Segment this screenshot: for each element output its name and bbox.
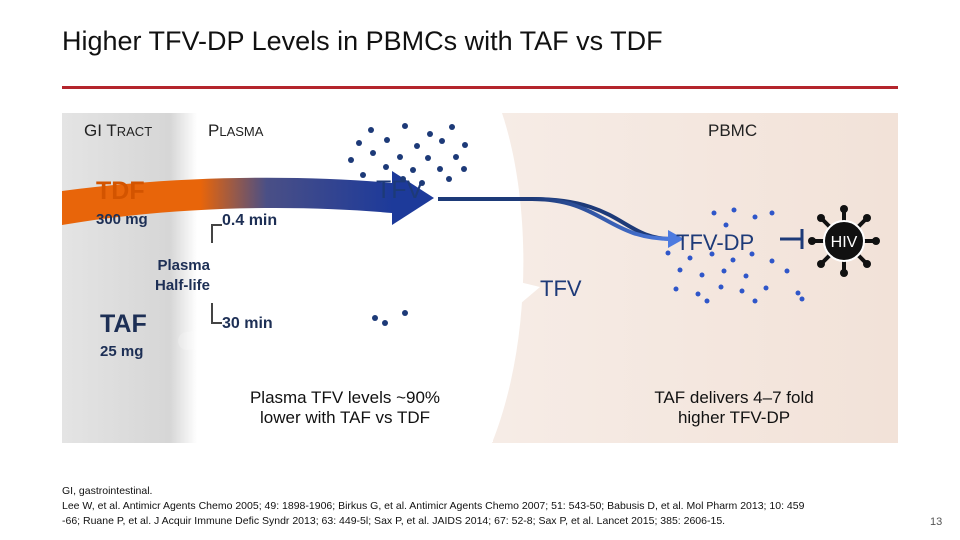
pbmc-callout: TAF delivers 4–7 fold higher TFV-DP: [606, 384, 862, 442]
half-life-bracket-bottom: [211, 303, 222, 324]
tfv-plasma-dots: [348, 123, 468, 186]
taf-dose: 25 mg: [100, 343, 144, 360]
half-life-label: Plasma Half-life: [118, 256, 210, 296]
page-number: 13: [930, 516, 943, 528]
taf-arrowhead: [507, 279, 540, 309]
tfv-line-gradient: [531, 197, 673, 241]
taf-plasma-dots: [372, 310, 408, 326]
slide-title: Higher TFV-DP Levels in PBMCs with TAF v…: [62, 26, 663, 56]
half-life-line2: Half-life: [154, 277, 210, 294]
taf-arrow: [178, 284, 523, 350]
taf-half-life: 30 min: [222, 315, 273, 332]
tdf-arrow: [62, 177, 392, 225]
tdf-dose: 300 mg: [96, 211, 148, 228]
tdf-label: TDF: [96, 177, 145, 205]
pbmc-label: PBMC: [708, 121, 758, 140]
hiv-label: HIV: [831, 234, 858, 251]
tfv-dp-inhibition-bar: [780, 229, 804, 249]
footnote: GI, gastrointestinal. Lee W, et al. Anti…: [62, 484, 912, 529]
plasma-callout-line1: Plasma TFV levels ~90%: [249, 388, 441, 407]
footnote-line2: Lee W, et al. Antimicr Agents Chemo 2005…: [62, 500, 805, 512]
tfv-taf-label: TFV: [540, 276, 582, 301]
plasma-callout: Plasma TFV levels ~90% lower with TAF vs…: [197, 384, 493, 442]
pbmc-cell-zone: [492, 113, 898, 443]
tdf-arrowhead: [392, 171, 434, 225]
hiv-virus: HIV: [808, 205, 880, 277]
tdf-half-life: 0.4 min: [222, 212, 278, 229]
tfv-dp-dots: [665, 207, 805, 304]
tfv-entry-arrowhead: [668, 230, 684, 248]
title-rule: [62, 86, 898, 89]
tfv-dp-label: TFV-DP: [676, 230, 755, 255]
gi-tract-zone: [62, 113, 197, 443]
pbmc-callout-line1: TAF delivers 4–7 fold: [654, 388, 814, 407]
pbmc-callout-line2: higher TFV-DP: [677, 408, 791, 427]
footnote-line3: -66; Ruane P, et al. J Acquir Immune Def…: [62, 515, 726, 527]
plasma-callout-line2: lower with TAF vs TDF: [259, 408, 431, 427]
diagram-graphics: HIV: [62, 113, 898, 443]
tfv-plasma-label: TFV: [376, 176, 424, 204]
plasma-label: PLASMA: [208, 121, 264, 140]
gi-tract-label: GI TRACT: [84, 121, 153, 140]
half-life-line1: Plasma: [157, 257, 210, 274]
taf-label: TAF: [100, 310, 147, 338]
footnote-line1: GI, gastrointestinal.: [62, 485, 153, 497]
half-life-bracket-top: [211, 224, 222, 243]
